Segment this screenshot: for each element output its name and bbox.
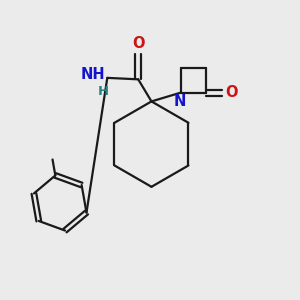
- Text: NH: NH: [80, 68, 105, 82]
- Text: O: O: [225, 85, 238, 100]
- Text: N: N: [173, 94, 186, 109]
- Text: O: O: [132, 36, 145, 51]
- Text: H: H: [98, 85, 109, 98]
